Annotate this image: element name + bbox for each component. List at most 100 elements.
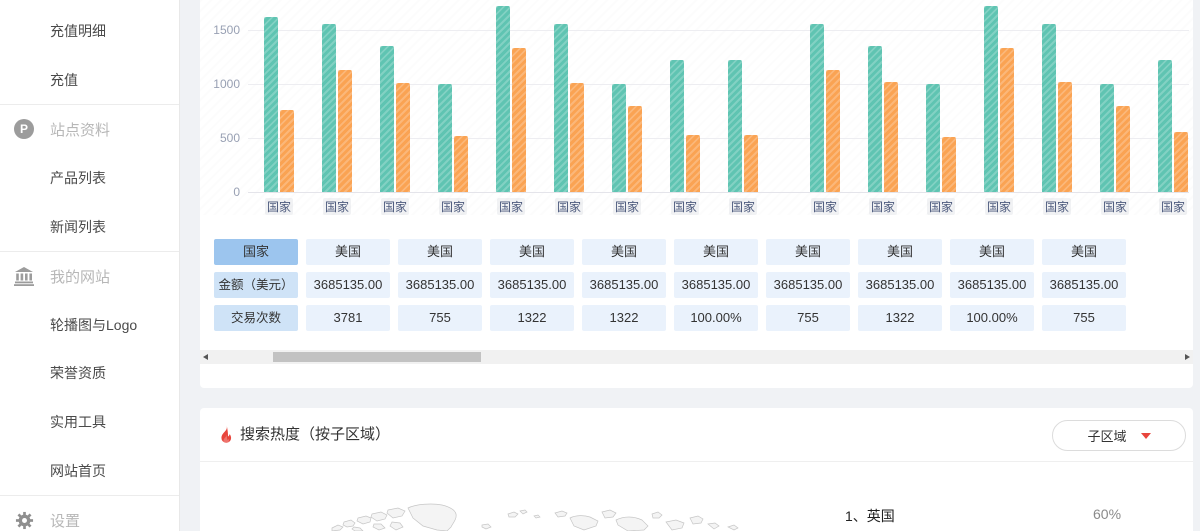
sidebar-item-recharge-details[interactable]: 充值明细 [0, 7, 179, 56]
table-cell: 1322 [490, 305, 574, 331]
table-cell: 755 [1042, 305, 1126, 331]
bar-series-teal [1042, 23, 1056, 192]
table-cell: 755 [766, 305, 850, 331]
sidebar-label: 设置 [50, 512, 81, 530]
x-axis-label: 国家 [264, 198, 294, 215]
sidebar-label: 网站首页 [50, 462, 106, 479]
bar-series-orange [1174, 131, 1188, 192]
bar-series-orange [454, 135, 468, 192]
table-cell: 3685135.00 [950, 272, 1034, 298]
table-cell: 美国 [398, 239, 482, 265]
search-heat-panel: 搜索热度（按子区域） 子区域 [200, 408, 1193, 531]
sidebar-item-recharge[interactable]: 充值 [0, 56, 179, 105]
sidebar-item-news-list[interactable]: 新闻列表 [0, 202, 179, 251]
table-row-header: 国家 [214, 239, 298, 265]
table-cell: 3685135.00 [306, 272, 390, 298]
sidebar-divider [0, 104, 179, 106]
x-axis-label: 国家 [612, 198, 642, 215]
sidebar-section-settings: 设置 [0, 496, 179, 531]
table-cell: 100.00% [674, 305, 758, 331]
bar-series-teal [1158, 60, 1172, 192]
table-cell: 美国 [674, 239, 758, 265]
bar-series-orange [942, 136, 956, 192]
table-cell: 3685135.00 [858, 272, 942, 298]
search-heat-title: 搜索热度（按子区域） [240, 426, 391, 443]
scrollbar-right-arrow-icon[interactable] [1185, 354, 1190, 360]
dropdown-caret-icon [1140, 432, 1151, 439]
bar-series-teal [670, 60, 684, 192]
sidebar-label: 轮播图与Logo [50, 316, 138, 333]
table-cell: 3685135.00 [582, 272, 666, 298]
sidebar-label: 站点资料 [50, 121, 111, 139]
sidebar-label: 荣誉资质 [50, 365, 106, 382]
svg-text:P: P [20, 123, 28, 137]
bar-series-orange [280, 109, 294, 192]
x-axis-label: 国家 [380, 198, 410, 215]
y-axis-tick-label: 0 [233, 185, 240, 199]
table-row-header: 金额（美元） [214, 272, 298, 298]
bar-series-orange [396, 82, 410, 192]
table-cell: 3685135.00 [766, 272, 850, 298]
gridline [248, 30, 1189, 31]
x-axis-label: 国家 [670, 198, 700, 215]
table-cell: 3781 [306, 305, 390, 331]
bar-series-teal [380, 46, 394, 192]
gridline [248, 84, 1189, 85]
scrollbar-thumb[interactable] [273, 352, 481, 362]
y-axis-tick-label: 500 [219, 131, 240, 145]
bar-series-teal [728, 60, 742, 192]
sidebar-item-tools[interactable]: 实用工具 [0, 398, 179, 447]
x-axis-label: 国家 [1042, 198, 1072, 215]
sidebar-item-honor[interactable]: 荣誉资质 [0, 349, 179, 398]
bar-series-orange [686, 134, 700, 192]
table-cell: 美国 [1042, 239, 1126, 265]
sidebar-label: 充值 [50, 71, 78, 88]
x-axis-label: 国家 [496, 198, 526, 215]
flame-icon [221, 425, 232, 444]
x-axis-label: 国家 [728, 198, 758, 215]
bar-series-orange [570, 82, 584, 192]
sidebar-section-site-info: P 站点资料 [0, 105, 179, 154]
bar-series-teal [810, 23, 824, 192]
bar-series-teal [496, 6, 510, 192]
x-axis-label: 国家 [1100, 198, 1130, 215]
bar-series-orange [338, 69, 352, 192]
table-cell: 755 [398, 305, 482, 331]
bar-series-teal [926, 84, 940, 192]
bar-series-teal [984, 6, 998, 192]
sidebar-item-homepage[interactable]: 网站首页 [0, 446, 179, 495]
table-cell: 3685135.00 [398, 272, 482, 298]
ranking-row: 1、英国 60% [845, 506, 1173, 528]
sidebar-section-my-website: 我的网站 [0, 252, 179, 301]
table-cell: 美国 [490, 239, 574, 265]
search-heat-header: 搜索热度（按子区域） 子区域 [200, 408, 1193, 462]
bar-series-teal [612, 84, 626, 192]
scrollbar-left-arrow-icon[interactable] [203, 354, 208, 360]
table-cell: 美国 [306, 239, 390, 265]
ranking-country: 1、英国 [845, 508, 895, 524]
x-axis-line [248, 192, 1189, 193]
subregion-dropdown[interactable]: 子区域 [1052, 420, 1186, 451]
bar-series-orange [1116, 105, 1130, 192]
bar-series-teal [438, 84, 452, 192]
sidebar-divider [0, 250, 179, 252]
sidebar-label: 实用工具 [50, 414, 106, 431]
gridline [248, 138, 1189, 139]
table-cell: 美国 [950, 239, 1034, 265]
x-axis-label: 国家 [984, 198, 1014, 215]
gear-icon [14, 510, 34, 530]
sidebar-divider [0, 494, 179, 496]
bar-series-orange [628, 105, 642, 192]
bar-series-orange [884, 81, 898, 192]
sidebar-label: 产品列表 [50, 170, 106, 187]
sidebar-item-product-list[interactable]: 产品列表 [0, 154, 179, 203]
horizontal-scrollbar[interactable] [200, 350, 1193, 364]
y-axis-tick-label: 1000 [213, 77, 240, 91]
bar-series-orange [512, 48, 526, 192]
x-axis-label: 国家 [322, 198, 352, 215]
sidebar-item-banner-logo[interactable]: 轮播图与Logo [0, 301, 179, 350]
table-cell: 美国 [858, 239, 942, 265]
sidebar-label: 新闻列表 [50, 218, 106, 235]
sidebar-menu: 充值明细充值 P 站点资料产品列表新闻列表我的网站轮播图与Logo 荣誉资质实用工具网… [0, 0, 180, 531]
